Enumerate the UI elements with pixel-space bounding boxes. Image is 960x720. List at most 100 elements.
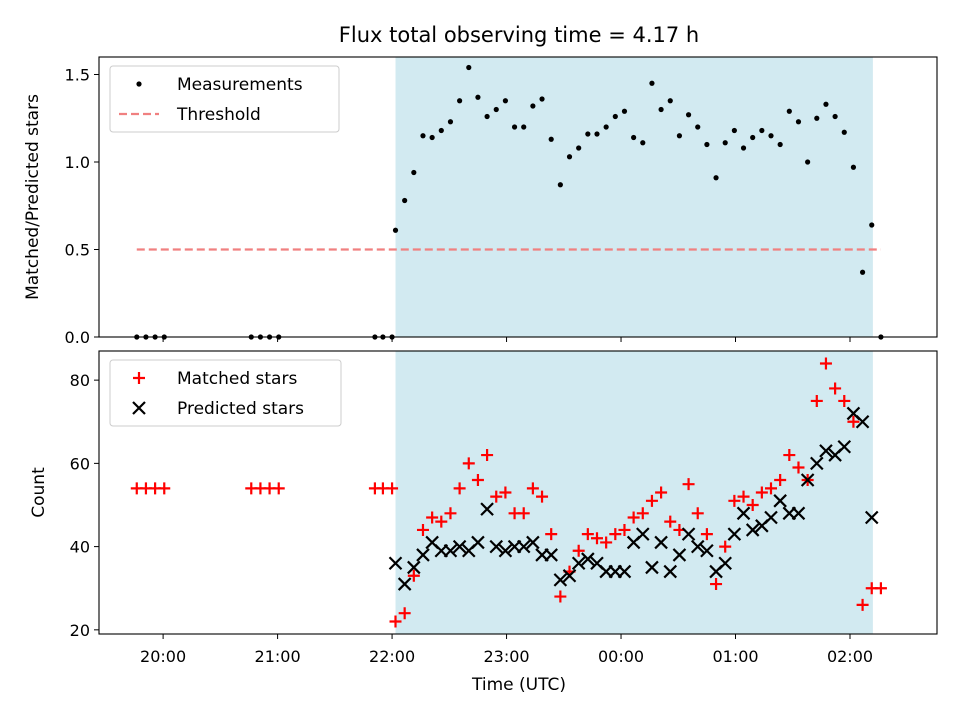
legend-label: Predicted stars: [177, 399, 304, 419]
data-point: [655, 486, 668, 499]
data-point: [773, 494, 787, 508]
data-point: [621, 108, 628, 114]
data-point: [710, 578, 723, 591]
data-point: [847, 415, 860, 428]
data-point: [388, 556, 403, 571]
data-point: [576, 145, 582, 151]
y-tick-label: 1.5: [65, 66, 90, 85]
data-point: [416, 523, 429, 536]
data-point: [795, 119, 802, 125]
data-point: [548, 136, 554, 142]
data-point: [471, 535, 485, 550]
data-point: [750, 134, 756, 141]
data-point: [682, 478, 695, 491]
legend-marker: [133, 372, 145, 384]
data-point: [737, 490, 750, 503]
data-point: [457, 98, 463, 104]
data-point: [392, 227, 399, 233]
data-point: [704, 141, 710, 148]
data-point: [636, 527, 650, 541]
data-point: [397, 577, 412, 591]
data-point: [544, 548, 558, 562]
data-point: [731, 127, 737, 134]
data-point: [856, 598, 869, 611]
data-point: [511, 124, 518, 130]
data-point: [545, 528, 558, 541]
observing-window: [395, 351, 873, 634]
data-point: [855, 414, 870, 429]
shaded-region: [395, 57, 873, 337]
data-point: [462, 457, 475, 470]
data-point: [654, 535, 668, 550]
data-point: [581, 552, 595, 566]
data-point: [481, 449, 494, 462]
legend-box: [109, 359, 342, 427]
data-point: [759, 127, 765, 134]
x-tick-label: 20:00: [140, 647, 186, 666]
data-point: [386, 482, 399, 495]
data-point: [874, 582, 887, 595]
data-point: [819, 444, 833, 458]
data-point: [516, 539, 531, 554]
data-point: [627, 511, 640, 524]
data-point: [585, 131, 591, 137]
data-point: [786, 108, 792, 114]
x-tick-label: 22:00: [369, 647, 415, 666]
data-point: [819, 357, 832, 370]
y-tick-label: 40: [70, 538, 90, 557]
panel-counts: 20:00 21:00 22:00 23:00 00:00 01:00 02:00 20 40 6…: [29, 350, 938, 666]
data-point: [663, 564, 678, 579]
data-point: [850, 164, 857, 170]
predicted-stars-series: [388, 406, 879, 591]
data-point: [736, 506, 751, 521]
data-point: [407, 569, 420, 582]
x-tick-label: 23:00: [483, 647, 529, 666]
chart-title: Flux total observing time = 4.17 h: [339, 23, 699, 47]
data-point: [590, 532, 603, 545]
data-point: [594, 131, 600, 137]
data-point: [498, 543, 513, 558]
data-point: [841, 129, 847, 135]
data-point: [554, 590, 567, 603]
data-point: [713, 175, 719, 181]
data-point: [536, 490, 549, 503]
data-point: [530, 103, 536, 109]
data-point: [475, 94, 481, 100]
data-point: [869, 222, 875, 228]
data-point: [838, 394, 851, 407]
legend-label: Measurements: [177, 75, 303, 95]
data-point: [443, 543, 458, 558]
data-point: [695, 124, 701, 130]
data-point: [471, 474, 484, 487]
y-tick-label: 0.0: [65, 328, 90, 347]
data-point: [562, 568, 577, 583]
data-point: [609, 528, 622, 541]
data-point: [489, 539, 504, 554]
data-point: [447, 119, 454, 125]
data-point: [768, 133, 774, 139]
data-point: [755, 486, 768, 499]
x-tick-label: 21:00: [255, 647, 301, 666]
data-point: [658, 106, 664, 113]
data-point: [740, 145, 747, 151]
data-point: [800, 473, 815, 487]
data-point: [777, 141, 783, 148]
data-point: [636, 507, 649, 520]
data-point: [728, 494, 741, 507]
observing-window: [395, 57, 873, 337]
data-point: [426, 511, 439, 524]
data-point: [438, 127, 444, 134]
data-point: [407, 560, 421, 575]
data-point: [810, 394, 823, 407]
data-point: [553, 573, 568, 587]
shaded-region: [395, 351, 873, 634]
legend-label: Matched stars: [177, 369, 297, 389]
data-point: [484, 113, 490, 120]
data-point: [832, 113, 838, 120]
data-point: [765, 482, 778, 495]
data-point: [435, 515, 448, 528]
data-point: [805, 159, 811, 165]
x-tick-label: 00:00: [598, 647, 644, 666]
data-point: [466, 64, 472, 71]
data-point: [612, 113, 618, 120]
